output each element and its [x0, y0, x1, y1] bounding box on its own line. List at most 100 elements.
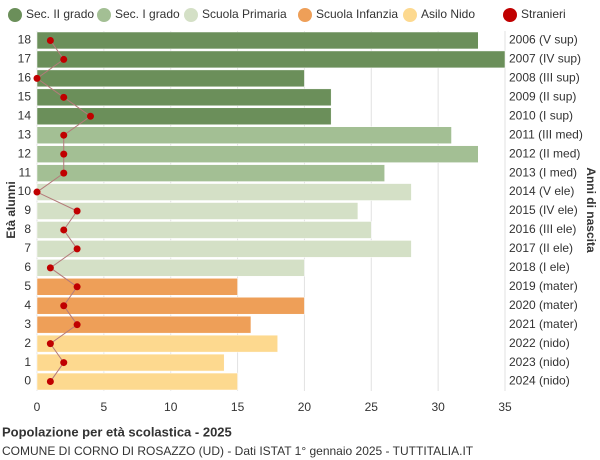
bar	[36, 88, 332, 107]
x-tick-label: 35	[498, 400, 512, 414]
x-tick-label: 30	[431, 400, 445, 414]
y-tick-label: 5	[24, 279, 31, 293]
point	[33, 188, 41, 196]
point	[60, 93, 68, 101]
y-tick-label: 8	[24, 222, 31, 236]
point	[46, 340, 54, 348]
legend-marker	[403, 8, 417, 22]
bar	[36, 334, 278, 353]
y-tick-label: 11	[19, 165, 32, 179]
bar	[36, 183, 412, 201]
y2-tick-label: 2019 (mater)	[509, 279, 578, 293]
y-tick-label: 16	[18, 71, 32, 85]
point	[60, 226, 68, 234]
y2-tick-label: 2007 (IV sup)	[509, 52, 581, 66]
x-tick-label: 5	[101, 400, 108, 414]
y2-tick-label: 2017 (II ele)	[509, 241, 573, 255]
legend-marker	[184, 8, 198, 22]
point	[46, 36, 54, 44]
y2-tick-label: 2021 (mater)	[509, 317, 578, 331]
y-tick-label: 0	[24, 374, 31, 388]
legend-label: Sec. I grado	[115, 7, 180, 21]
legend-marker	[8, 8, 22, 22]
y-tick-label: 14	[18, 108, 32, 122]
bar	[36, 50, 506, 69]
point	[33, 74, 41, 82]
x-tick-label: 15	[231, 400, 245, 414]
point	[73, 207, 81, 215]
x-tick-label: 10	[164, 400, 178, 414]
legend-marker	[298, 8, 312, 22]
bar	[36, 240, 412, 258]
chart-subtitle: COMUNE DI CORNO DI ROSAZZO (UD) - Dati I…	[2, 444, 474, 458]
y-tick-label: 15	[18, 89, 32, 103]
y2-tick-label: 2016 (III ele)	[509, 222, 576, 236]
y-tick-label: 13	[18, 127, 32, 141]
y2-tick-label: 2011 (III med)	[509, 127, 583, 141]
y2-tick-label: 2020 (mater)	[509, 298, 578, 312]
point	[73, 245, 81, 253]
legend-label: Scuola Infanzia	[316, 7, 398, 21]
y-tick-label: 7	[24, 241, 31, 255]
x-tick-label: 20	[298, 400, 312, 414]
y-tick-label: 6	[24, 260, 31, 274]
bar	[36, 278, 238, 296]
point	[60, 131, 68, 139]
bar	[36, 372, 238, 391]
y2-tick-label: 2024 (nido)	[509, 374, 570, 388]
point	[60, 150, 68, 158]
y-tick-label: 10	[18, 184, 32, 198]
y2-tick-label: 2008 (III sup)	[509, 71, 580, 85]
bar	[36, 297, 305, 315]
y-tick-label: 9	[24, 203, 31, 217]
x-tick-label: 25	[365, 400, 379, 414]
bar	[36, 126, 452, 144]
y-tick-label: 4	[24, 298, 31, 312]
x-tick-label: 0	[34, 400, 41, 414]
y-tick-label: 1	[24, 355, 31, 369]
y-tick-label: 3	[24, 317, 31, 331]
legend-label: Asilo Nido	[421, 7, 475, 21]
bar	[36, 259, 305, 277]
point	[46, 378, 54, 386]
legend-label: Sec. II grado	[26, 7, 94, 21]
bar	[36, 315, 252, 334]
legend-marker	[503, 8, 517, 22]
y2-tick-label: 2018 (I ele)	[509, 260, 570, 274]
point	[46, 264, 54, 272]
y2-axis-label: Anni di nascita	[584, 167, 598, 253]
bar	[36, 145, 479, 163]
legend-marker	[97, 8, 111, 22]
y2-tick-label: 2014 (V ele)	[509, 184, 574, 198]
y-tick-label: 2	[24, 336, 31, 350]
point	[86, 112, 94, 120]
y-tick-label: 12	[18, 146, 32, 160]
y2-tick-label: 2006 (V sup)	[509, 33, 578, 47]
bar	[36, 221, 372, 239]
legend-label: Stranieri	[521, 7, 566, 21]
y2-tick-label: 2015 (IV ele)	[509, 203, 578, 217]
y2-tick-label: 2023 (nido)	[509, 355, 570, 369]
point	[60, 169, 68, 177]
point	[60, 55, 68, 63]
y-tick-label: 17	[18, 52, 32, 66]
y2-tick-label: 2012 (II med)	[509, 146, 580, 160]
bar	[36, 164, 385, 182]
y2-tick-label: 2010 (I sup)	[509, 108, 573, 122]
y-tick-label: 18	[18, 33, 32, 47]
bar	[36, 107, 332, 125]
legend-label: Scuola Primaria	[202, 7, 287, 21]
y2-tick-label: 2022 (nido)	[509, 336, 570, 350]
y2-tick-label: 2009 (II sup)	[509, 89, 576, 103]
point	[60, 359, 68, 367]
y-axis-label: Età alunni	[4, 181, 18, 238]
point	[60, 302, 68, 310]
bar	[36, 353, 225, 372]
bar	[36, 31, 479, 50]
chart-title: Popolazione per età scolastica - 2025	[2, 424, 232, 439]
point	[73, 321, 81, 329]
point	[73, 283, 81, 291]
bar	[36, 69, 305, 88]
y2-tick-label: 2013 (I med)	[509, 165, 577, 179]
